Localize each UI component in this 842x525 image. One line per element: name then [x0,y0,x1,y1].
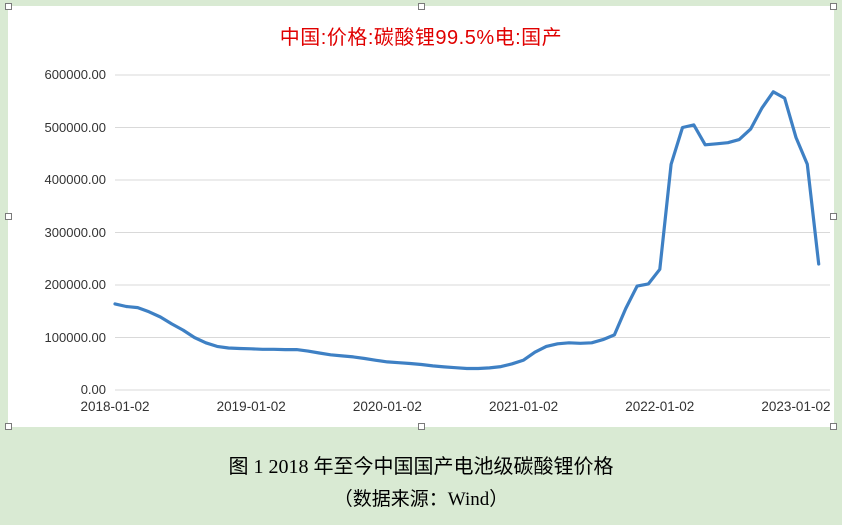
y-axis-tick-label: 0.00 [80,382,106,397]
y-axis-tick-label: 500000.00 [44,119,106,135]
selection-handle-bottom-right[interactable] [830,423,837,430]
y-axis-tick-label: 200000.00 [44,277,106,292]
figure-caption-source: （数据来源：Wind） [333,489,509,510]
selection-handle-top-center[interactable] [418,3,425,10]
y-axis-tick-label: 100000.00 [44,329,106,345]
y-axis-tick-label: 600000.00 [44,67,106,82]
selection-handle-middle-left[interactable] [5,213,12,220]
price-series-line [113,90,821,371]
x-axis-tick-label: 2018-01-02 [80,399,150,414]
selection-handle-top-right[interactable] [830,3,837,10]
x-axis-tick-label: 2021-01-02 [489,399,559,414]
x-axis-tick-label: 2019-01-02 [216,399,286,414]
price-line-chart [113,74,830,391]
selection-handle-middle-right[interactable] [830,213,837,220]
x-axis-tick-label: 2022-01-02 [625,399,695,414]
x-axis-tick-label: 2023-01-02 [761,399,831,414]
chart-object[interactable]: 中国:价格:碳酸锂99.5%电:国产 0.00 100000.00 200000.0… [8,6,834,427]
y-axis-tick-label: 300000.00 [44,224,106,240]
figure-caption: 图 1 2018 年至今中国国产电池级碳酸锂价格 [228,456,614,478]
selection-handle-bottom-center[interactable] [418,423,425,430]
selection-handle-top-left[interactable] [5,3,12,10]
x-axis-tick-label: 2020-01-02 [352,399,422,414]
y-axis-tick-label: 400000.00 [44,172,106,187]
selection-handle-bottom-left[interactable] [5,423,12,430]
chart-title: 中国:价格:碳酸锂99.5%电:国产 [279,27,563,49]
